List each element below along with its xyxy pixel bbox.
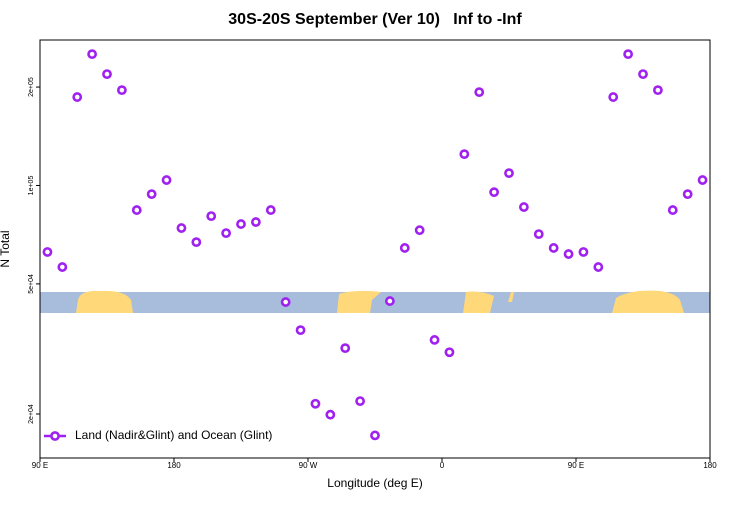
point	[370, 430, 380, 441]
point	[563, 249, 574, 259]
point	[623, 49, 634, 60]
point	[176, 223, 187, 233]
point	[667, 205, 678, 215]
point	[340, 343, 351, 354]
point	[42, 247, 53, 257]
x-tick-label: 180	[703, 461, 717, 470]
point	[429, 335, 440, 345]
point	[146, 189, 157, 200]
point	[131, 205, 142, 215]
y-tick-label: 1e+05	[28, 176, 35, 196]
map-strip	[40, 290, 710, 313]
x-tick-label: 90 W	[299, 461, 318, 470]
point	[504, 168, 514, 179]
point	[638, 69, 648, 80]
point	[459, 149, 470, 160]
point	[548, 243, 559, 253]
point	[593, 262, 604, 272]
point	[474, 87, 485, 98]
point	[236, 219, 246, 229]
point	[325, 409, 336, 420]
point	[221, 228, 232, 239]
legend-marker	[50, 431, 60, 441]
y-tick-label: 2e+04	[28, 404, 35, 424]
point	[682, 189, 693, 200]
point	[533, 229, 544, 240]
point	[578, 247, 589, 257]
point	[87, 49, 98, 60]
x-tick-label: 90 E	[568, 461, 584, 470]
legend-label: Land (Nadir&Glint) and Ocean (Glint)	[75, 428, 272, 442]
point	[191, 237, 202, 248]
y-tick-label: 2e+05	[28, 77, 35, 97]
y-tick-label: 5e+04	[28, 274, 35, 294]
point	[414, 225, 425, 236]
x-axis-label: Longitude (deg E)	[327, 476, 422, 490]
point	[116, 85, 127, 96]
point	[652, 85, 663, 96]
point	[444, 347, 455, 358]
point	[280, 297, 291, 307]
point	[310, 398, 321, 409]
point	[697, 175, 708, 185]
point	[489, 187, 500, 198]
point	[250, 217, 261, 227]
point	[161, 175, 172, 185]
point	[355, 396, 366, 407]
x-tick-label: 180	[167, 461, 181, 470]
point	[102, 69, 112, 80]
plot-frame	[39, 39, 711, 459]
point	[265, 205, 276, 215]
point	[295, 325, 306, 336]
point	[399, 243, 410, 253]
point	[384, 296, 395, 306]
point	[608, 92, 619, 102]
point	[206, 211, 217, 222]
y-axis-label: N Total	[0, 230, 12, 267]
x-tick-label: 90 E	[32, 461, 48, 470]
chart-title: 30S-20S September (Ver 10) Inf to -Inf	[228, 11, 522, 28]
x-tick-label: 0	[440, 461, 445, 470]
point	[57, 262, 68, 272]
point	[72, 92, 83, 102]
point	[518, 202, 529, 212]
